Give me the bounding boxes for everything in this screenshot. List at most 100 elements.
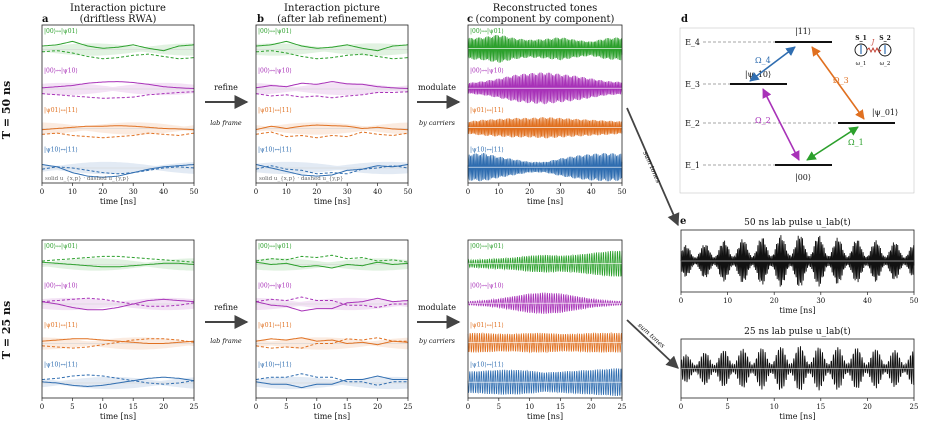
series-line-dashed — [255, 91, 409, 99]
series-label: |ψ01⟩↔|11⟩ — [470, 107, 504, 114]
x-tick-label: 30 — [816, 297, 825, 305]
tone-waveform — [467, 368, 623, 397]
panel-a-top: |00⟩↔|ψ01⟩ |00⟩↔|ψ10⟩ |ψ01⟩↔|11⟩ |ψ10⟩↔|11⟩… — [40, 24, 199, 206]
x-tick-label: 10 — [282, 188, 291, 196]
state-label-00: |00⟩ — [795, 173, 811, 182]
col-c-title-1: Reconstructed tones — [493, 3, 598, 14]
lab-pulse-waveform — [680, 235, 915, 287]
transition-omega4-arrow — [749, 46, 796, 82]
col-b-title-2: (after lab refinement) — [277, 14, 387, 25]
x-tick-label: 20 — [863, 403, 872, 411]
x-tick-label: 15 — [343, 403, 352, 411]
spin-pair-inset: S_1 S_2 J ω_1 ω_2 — [854, 35, 892, 67]
series-line-solid — [41, 298, 195, 311]
x-tick-label: 40 — [159, 188, 168, 196]
panel-b-top: |00⟩↔|ψ01⟩ |00⟩↔|ψ10⟩ |ψ01⟩↔|11⟩ |ψ10⟩↔|11⟩… — [254, 24, 413, 206]
series-line-solid — [41, 164, 195, 178]
modulate-sublabel: by carriers — [419, 119, 456, 127]
transition-omega3-arrow — [811, 46, 865, 120]
series-label: |ψ01⟩↔|11⟩ — [258, 322, 292, 329]
x-tick-label: 15 — [816, 403, 825, 411]
x-tick-label: 0 — [679, 403, 683, 411]
series-line-solid — [255, 297, 409, 312]
x-tick-label: 20 — [525, 188, 534, 196]
series-line-dashed — [41, 297, 195, 307]
axes-frame — [467, 24, 623, 184]
panel-c-top: |00⟩↔|ψ01⟩ |00⟩↔|ψ10⟩ |ψ01⟩↔|11⟩ |ψ10⟩↔|11⟩… — [466, 24, 626, 206]
x-tick-label: 0 — [254, 403, 258, 411]
series-line-solid — [41, 338, 195, 344]
x-tick-label: 15 — [129, 403, 138, 411]
tone-waveform — [467, 331, 623, 354]
col-a-letter: a — [42, 14, 49, 25]
x-tick-label: 20 — [373, 403, 382, 411]
lab-pulse-title: 25 ns lab pulse u_lab(t) — [744, 326, 851, 337]
spin-2-freq: ω_2 — [880, 61, 891, 67]
refine-arrow-bottom: refine lab frame — [205, 303, 249, 345]
x-tick-label: 30 — [129, 188, 138, 196]
x-tick-label: 40 — [587, 188, 596, 196]
x-tick-label: 30 — [343, 188, 352, 196]
x-axis-label: time [ns] — [779, 412, 815, 421]
tone-waveform — [467, 72, 623, 105]
x-axis-label: time [ns] — [527, 412, 563, 421]
series-line-solid — [41, 376, 195, 388]
spin-1-label: S_1 — [855, 35, 867, 42]
series-line-dashed — [41, 50, 195, 60]
tone-waveform — [467, 34, 623, 63]
x-tick-label: 5 — [284, 403, 288, 411]
panel-e-25ns: 25 ns lab pulse u_lab(t) 0 5 10 15 20 25 time [… — [679, 326, 919, 421]
legend-note: solid u_{x,p} · dashed u_{y,p} — [259, 176, 343, 182]
x-tick-label: 5 — [70, 403, 74, 411]
series-label: |00⟩↔|ψ01⟩ — [44, 28, 78, 35]
series-line-solid — [255, 124, 409, 131]
modulate-sublabel: by carriers — [419, 337, 456, 345]
x-tick-label: 10 — [98, 403, 107, 411]
series-line-dashed — [255, 337, 408, 349]
x-tick-label: 30 — [556, 188, 565, 196]
x-tick-label: 10 — [723, 297, 732, 305]
panel-b-bottom: |00⟩↔|ψ01⟩ |00⟩↔|ψ10⟩ |ψ01⟩↔|11⟩ |ψ10⟩↔|11⟩… — [254, 239, 412, 421]
modulate-label: modulate — [418, 83, 456, 92]
sum-tones-label: sum tones — [641, 150, 662, 185]
series-label: |ψ10⟩↔|11⟩ — [44, 147, 78, 154]
x-tick-label: 0 — [40, 403, 44, 411]
axes-frame — [255, 239, 409, 399]
x-tick-label: 50 — [190, 188, 199, 196]
lab-pulse-title: 50 ns lab pulse u_lab(t) — [744, 217, 851, 228]
x-tick-label: 10 — [770, 403, 779, 411]
x-tick-label: 0 — [40, 188, 44, 196]
x-axis-label: time [ns] — [314, 412, 350, 421]
x-tick-label: 0 — [466, 403, 470, 411]
coupling-label: J — [870, 39, 875, 46]
legend-note: solid u_{x,p} · dashed u_{y,p} — [45, 176, 129, 182]
col-a-title-1: Interaction picture — [70, 3, 166, 14]
x-tick-label: 20 — [98, 188, 107, 196]
x-tick-label: 50 — [404, 188, 413, 196]
panel-a-bottom: |00⟩↔|ψ01⟩ |00⟩↔|ψ10⟩ |ψ01⟩↔|11⟩ |ψ10⟩↔|11⟩… — [40, 239, 198, 421]
series-line-dashed — [255, 50, 409, 60]
series-label: |ψ10⟩↔|11⟩ — [258, 147, 292, 154]
series-label: |00⟩↔|ψ10⟩ — [258, 283, 292, 290]
x-tick-label: 0 — [466, 188, 470, 196]
row-label-50: T = 50 ns — [0, 81, 13, 139]
x-tick-label: 0 — [254, 188, 258, 196]
series-label: |00⟩↔|ψ01⟩ — [258, 28, 292, 35]
level-label-e4: E_4 — [685, 38, 700, 47]
sum-tones-label: sum tones — [636, 321, 667, 350]
series-line-dashed — [255, 254, 409, 263]
series-line-solid — [255, 164, 409, 177]
series-label: |00⟩↔|ψ10⟩ — [470, 283, 504, 290]
series-line-dashed — [255, 373, 408, 386]
spin-2-label: S_2 — [879, 35, 891, 42]
transition-omega4-label: Ω_4 — [755, 56, 771, 65]
x-tick-label: 10 — [525, 403, 534, 411]
series-label: |ψ10⟩↔|11⟩ — [470, 362, 504, 369]
level-label-e2: E_2 — [685, 119, 700, 128]
row-label-25: T = 25 ns — [0, 301, 13, 359]
refine-label: refine — [214, 303, 238, 312]
x-tick-label: 20 — [587, 403, 596, 411]
series-label: |ψ01⟩↔|11⟩ — [44, 322, 78, 329]
series-label: |00⟩↔|ψ01⟩ — [44, 243, 78, 250]
